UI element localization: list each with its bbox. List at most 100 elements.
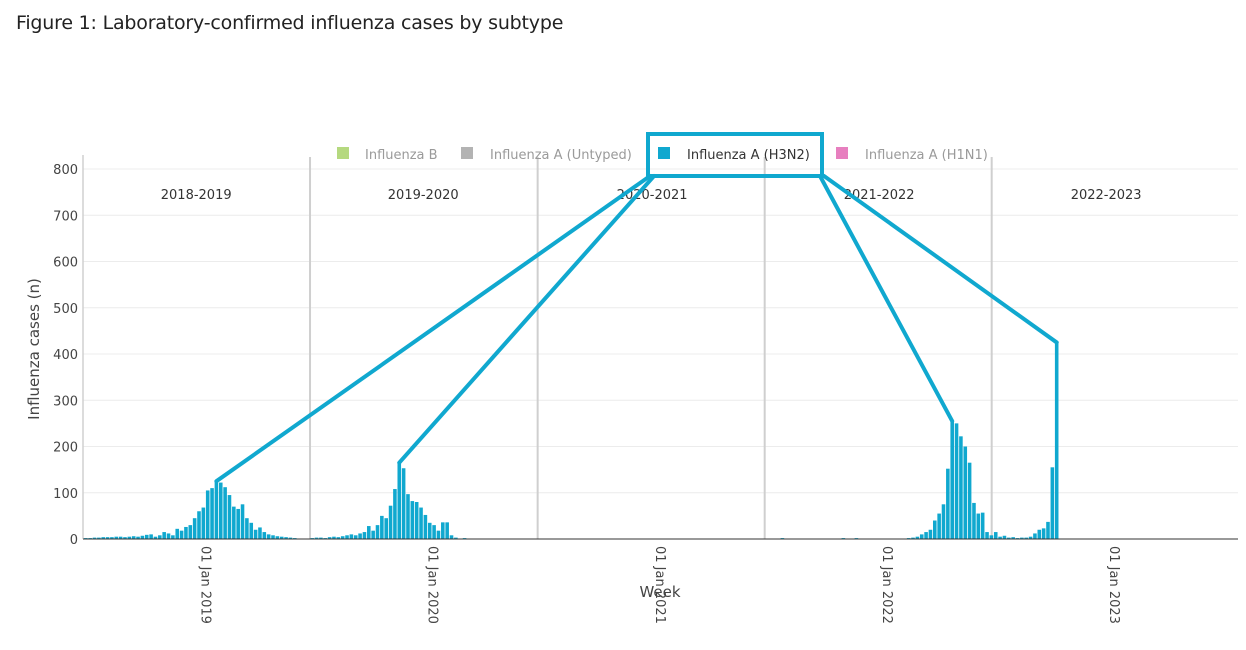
legend: Influenza B Influenza A (Untyped) Influenz… — [337, 147, 988, 163]
bar — [911, 537, 915, 539]
x-tick-labels: 01 Jan 2019 01 Jan 2020 01 Jan 2021 01 Jan … — [197, 546, 1121, 624]
callout-line — [397, 174, 656, 465]
bar — [401, 468, 406, 539]
bar — [210, 488, 214, 539]
bar — [97, 537, 101, 539]
x-tick-label: 01 Jan 2021 — [652, 546, 667, 624]
bar — [1002, 535, 1007, 539]
bar — [353, 535, 358, 539]
bar — [432, 525, 436, 539]
bar — [406, 494, 410, 539]
callout-line — [822, 174, 1059, 345]
bar — [171, 535, 175, 539]
bar — [937, 513, 941, 539]
y-tick-label: 200 — [53, 441, 78, 456]
bar — [266, 534, 271, 539]
legend-swatch — [337, 147, 349, 159]
callout-line — [214, 174, 652, 484]
bar — [967, 462, 972, 539]
bar — [441, 522, 445, 539]
x-axis-title: Week — [639, 583, 680, 601]
bar — [393, 489, 397, 539]
bar — [105, 537, 110, 539]
bar — [314, 537, 319, 539]
x-tick-label: 01 Jan 2022 — [879, 546, 894, 624]
bar — [414, 502, 419, 539]
legend-label: Influenza A (H3N2) — [687, 148, 810, 163]
bar — [253, 529, 258, 539]
bar — [240, 504, 245, 539]
highlight-box — [646, 132, 824, 178]
bar — [1020, 537, 1024, 539]
y-tick-label: 500 — [53, 302, 78, 317]
bar — [928, 529, 933, 539]
y-tick-label: 400 — [53, 348, 78, 363]
bar — [284, 537, 288, 539]
bar — [136, 536, 140, 539]
x-tick-label: 01 Jan 2020 — [424, 546, 439, 624]
y-tick-label: 0 — [70, 533, 78, 548]
bar — [175, 528, 180, 539]
bar — [919, 534, 924, 539]
callout-line — [818, 174, 955, 424]
legend-swatch — [658, 147, 670, 159]
bar — [1041, 528, 1046, 539]
y-tick-label: 300 — [53, 394, 78, 409]
bar — [941, 504, 946, 539]
bar — [149, 534, 153, 539]
gridlines — [82, 155, 1238, 539]
bar — [275, 536, 280, 539]
legend-swatch — [836, 147, 848, 159]
bar — [110, 537, 114, 539]
bar — [218, 482, 223, 539]
bar — [131, 536, 136, 539]
bar — [358, 533, 362, 539]
bar — [288, 537, 293, 539]
bar — [258, 527, 262, 539]
bar — [1024, 537, 1029, 539]
bar — [423, 514, 428, 539]
season-dividers — [309, 157, 993, 539]
bar — [236, 508, 240, 539]
bar — [166, 533, 171, 539]
bar — [989, 535, 994, 539]
bar — [262, 532, 267, 539]
bar — [201, 507, 206, 539]
bar — [227, 495, 232, 539]
bar — [1007, 537, 1011, 539]
bar — [214, 481, 219, 539]
bar — [158, 535, 162, 539]
bar — [963, 446, 968, 539]
bar — [153, 536, 158, 539]
bar — [454, 537, 458, 539]
y-tick-label: 700 — [53, 209, 78, 224]
bar — [118, 536, 123, 539]
bar — [993, 532, 998, 539]
bar — [1028, 536, 1033, 539]
legend-label: Influenza A (Untyped) — [490, 148, 632, 163]
y-tick-label: 600 — [53, 256, 78, 271]
bar — [388, 505, 393, 539]
bar — [1050, 467, 1055, 539]
bar — [140, 535, 145, 539]
bar — [332, 536, 336, 539]
bar — [380, 515, 384, 539]
legend-label: Influenza B — [365, 148, 438, 163]
bar — [980, 512, 985, 539]
bar — [954, 423, 959, 539]
bar — [249, 522, 254, 539]
annotation-callout — [214, 132, 1059, 484]
bar — [340, 536, 345, 539]
bar — [950, 421, 954, 539]
y-tick-label: 100 — [53, 487, 78, 502]
bar — [114, 536, 119, 539]
bar — [362, 532, 367, 539]
bar — [375, 525, 380, 539]
bar — [933, 520, 937, 539]
bar — [336, 537, 341, 539]
season-label: 2022-2023 — [1071, 188, 1142, 203]
bar — [371, 530, 375, 539]
figure-title: Figure 1: Laboratory-confirmed influenza… — [16, 12, 564, 34]
bar — [232, 506, 236, 539]
